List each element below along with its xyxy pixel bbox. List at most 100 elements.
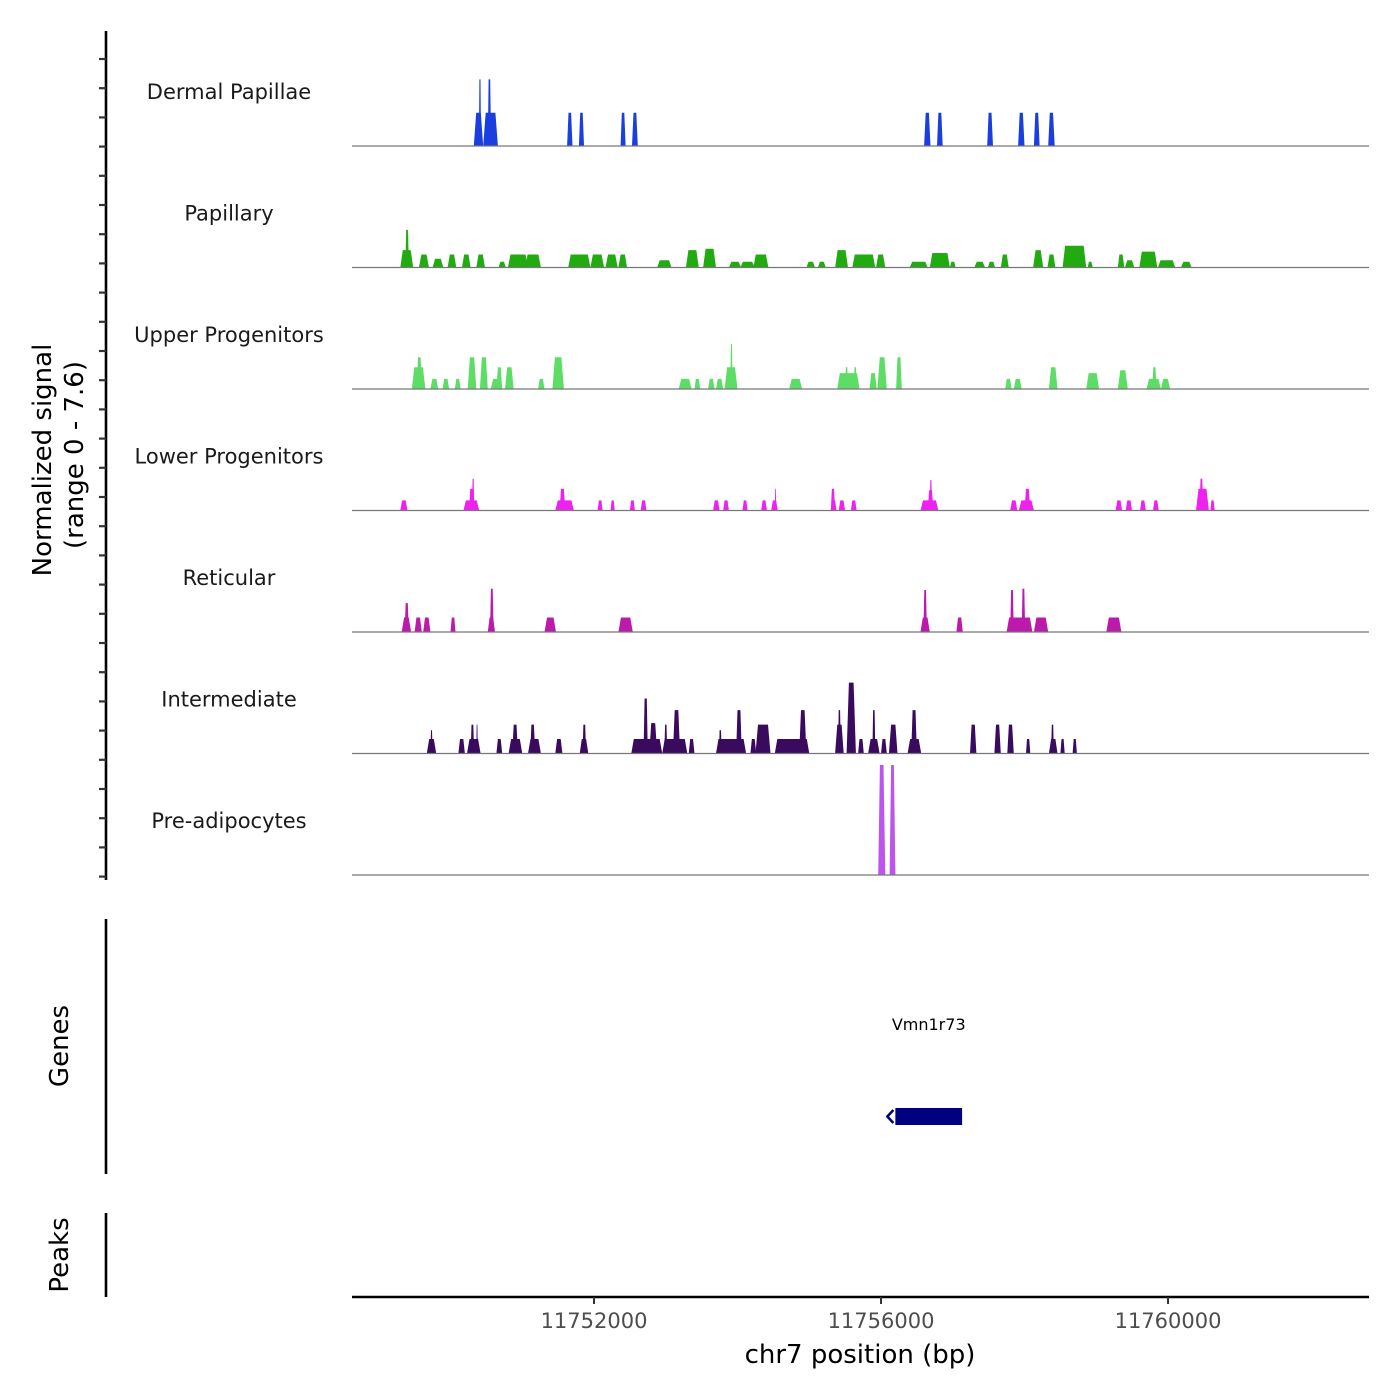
signal-peak [1048, 112, 1055, 146]
signal-peak [799, 710, 807, 754]
signal-peak [923, 590, 927, 632]
signal-peak [911, 710, 917, 754]
signal-peak [774, 488, 777, 511]
signal-peak [929, 480, 932, 511]
signal-peak [530, 724, 536, 754]
signal-peak [1072, 739, 1077, 754]
signal-peak [1000, 254, 1009, 268]
signal-peak [478, 79, 481, 146]
signal-peak [605, 254, 618, 268]
x-axis-title: chr7 position (bp) [745, 1340, 976, 1370]
signal-peak [789, 378, 803, 389]
track-label: Pre-adipocytes [151, 809, 306, 833]
x-tick-label: 11756000 [828, 1309, 935, 1333]
signal-peak [507, 254, 528, 268]
signal-peak [472, 478, 475, 511]
signal-peak [838, 710, 841, 754]
signal-peak [1010, 500, 1018, 511]
signal-peak [685, 250, 699, 268]
signal-peak [442, 378, 450, 389]
signal-peak [1210, 500, 1215, 511]
signal-peak [1199, 478, 1204, 511]
signal-peak [447, 254, 457, 268]
track-lower-progenitors: Lower Progenitors [135, 445, 1369, 512]
signal-peak [858, 739, 864, 754]
signal-peak [640, 500, 647, 511]
signal-peak [845, 367, 848, 389]
signal-peak [610, 500, 615, 511]
signal-peak [597, 500, 603, 511]
signal-peak [688, 739, 695, 754]
signal-peak [970, 724, 977, 754]
signal-peak [846, 682, 856, 754]
signal-peak [750, 739, 757, 754]
signal-peak [771, 500, 778, 511]
signal-tracks: Dermal Papillae Papillary Upper Progenitor… [134, 79, 1369, 876]
signal-peak [877, 357, 887, 389]
signal-peak [1021, 588, 1026, 632]
genes-track: Vmn1r73 [885, 1015, 966, 1125]
y-axis-title-line1: Normalized signal [28, 344, 58, 577]
signal-peak [753, 254, 769, 268]
signal-peak [876, 254, 886, 268]
signal-peak [817, 261, 826, 268]
signal-peak [430, 378, 439, 389]
signal-peak [1026, 739, 1031, 754]
signal-peak [430, 730, 433, 754]
signal-peak [672, 710, 681, 754]
signal-peak [470, 724, 475, 754]
signal-peak [414, 617, 422, 632]
signal-peak [1051, 724, 1054, 754]
signal-peak [740, 261, 755, 268]
signal-peak [1033, 250, 1044, 268]
signal-peak [1125, 260, 1135, 268]
signal-peak [888, 724, 898, 754]
signal-peak [512, 724, 518, 754]
signal-peak [1024, 488, 1031, 511]
signal-peak [694, 378, 701, 389]
signal-peak [1047, 254, 1056, 268]
signal-peak [567, 112, 573, 146]
signal-peak [703, 248, 716, 268]
signal-peak [850, 500, 857, 511]
signal-peak [742, 500, 748, 511]
signal-peak [678, 378, 692, 389]
signal-peak [1125, 500, 1133, 511]
signal-peak [657, 260, 672, 268]
signal-peak [994, 724, 1001, 754]
signal-peak [723, 500, 729, 511]
signal-peak [1117, 370, 1128, 389]
track-intermediate: Intermediate [161, 682, 1369, 755]
signal-peak [761, 500, 767, 511]
signal-peak [713, 500, 720, 511]
signal-peak [1005, 378, 1012, 389]
signal-peak [830, 488, 836, 511]
signal-peak [1115, 500, 1123, 511]
signal-peak [806, 261, 815, 268]
x-tick-label: 11752000 [541, 1309, 648, 1333]
signal-peak [1153, 500, 1159, 511]
signal-peak [1160, 378, 1171, 389]
signal-peak [716, 378, 724, 389]
signal-peak [496, 739, 503, 754]
signal-peak [404, 603, 409, 632]
signal-peak [730, 344, 733, 389]
signal-peak [405, 229, 409, 268]
signal-peak [755, 724, 771, 754]
track-label: Papillary [184, 202, 273, 226]
track-pre-adipocytes: Pre-adipocytes [151, 765, 1369, 876]
signal-peak [949, 261, 956, 268]
signal-peak [838, 500, 846, 511]
signal-peak [924, 112, 931, 146]
signal-peak [525, 254, 541, 268]
signal-peak [538, 378, 545, 389]
signal-peak [909, 261, 928, 268]
signal-peak [476, 724, 478, 754]
genes-panel-label: Genes [45, 1005, 75, 1087]
gene-body [895, 1108, 963, 1125]
signal-peak [559, 488, 566, 511]
y-axis-title-line2: (range 0 - 7.6) [60, 361, 90, 549]
signal-peak [1180, 261, 1192, 268]
signal-peak [450, 617, 456, 632]
